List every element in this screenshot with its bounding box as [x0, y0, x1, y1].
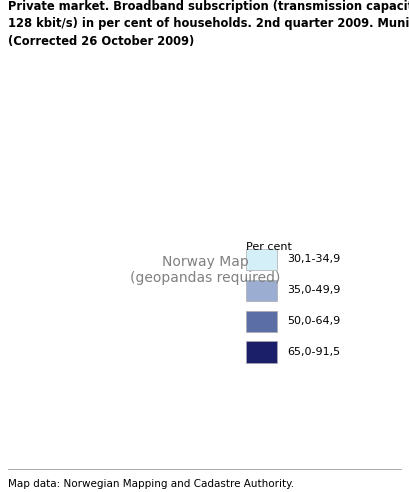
Bar: [245, 248, 276, 270]
Text: Private market. Broadband subscription (transmission capacity larger than
128 kb: Private market. Broadband subscription (…: [8, 0, 409, 48]
Bar: [245, 310, 276, 332]
Text: Map data: Norwegian Mapping and Cadastre Authority.: Map data: Norwegian Mapping and Cadastre…: [8, 479, 294, 489]
Bar: [245, 279, 276, 301]
Text: 65,0-91,5: 65,0-91,5: [286, 347, 339, 357]
Bar: [245, 341, 276, 363]
Text: 30,1-34,9: 30,1-34,9: [286, 254, 339, 264]
Text: Per cent: Per cent: [245, 243, 291, 252]
Text: Norway Map
(geopandas required): Norway Map (geopandas required): [130, 255, 279, 285]
Text: 35,0-49,9: 35,0-49,9: [286, 285, 339, 295]
Text: 50,0-64,9: 50,0-64,9: [286, 316, 339, 326]
